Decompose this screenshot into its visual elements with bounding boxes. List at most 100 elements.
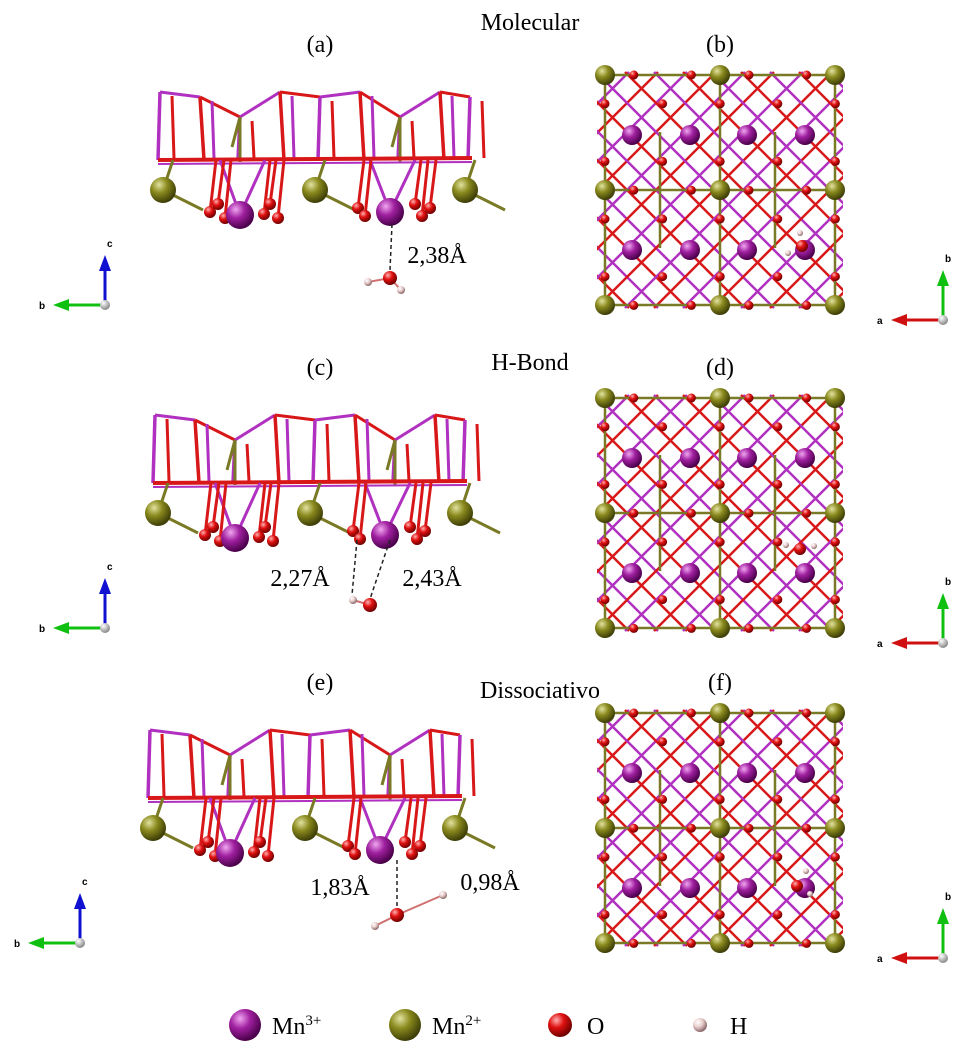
atom [376, 198, 404, 226]
atom [745, 186, 754, 195]
bond [407, 444, 409, 481]
atom [601, 272, 610, 281]
bond [252, 121, 254, 158]
atom [791, 880, 803, 892]
bond [395, 415, 435, 440]
bond [313, 420, 315, 483]
atom [292, 815, 318, 841]
bond [372, 96, 374, 158]
atom [710, 65, 730, 85]
atom [825, 503, 845, 523]
atom [783, 542, 789, 548]
bond [270, 730, 310, 735]
atom [745, 624, 754, 633]
atom [710, 618, 730, 638]
atom [716, 538, 725, 547]
arrow-head [53, 622, 69, 634]
atom [831, 795, 840, 804]
atom [773, 795, 782, 804]
atom [658, 910, 667, 919]
atom [938, 315, 948, 325]
axis-label: b [945, 577, 951, 588]
bond [477, 424, 479, 481]
bond [190, 735, 230, 755]
atom [202, 836, 214, 848]
row-title: H-Bond [491, 350, 568, 376]
atom [825, 180, 845, 200]
atom [807, 891, 813, 897]
atom [802, 71, 811, 80]
axis-label: a [877, 316, 883, 327]
atom [629, 939, 638, 948]
bond [273, 483, 279, 541]
atom [267, 535, 279, 547]
bond [148, 800, 462, 802]
bond [153, 481, 467, 483]
atom [716, 272, 725, 281]
atom [825, 388, 845, 408]
bond [327, 424, 329, 481]
bond [360, 92, 364, 160]
bond [828, 72, 961, 308]
atom [601, 853, 610, 862]
atom [825, 818, 845, 838]
atom [595, 180, 615, 200]
axis-label: b [945, 254, 951, 265]
bond [268, 798, 274, 856]
bond [886, 72, 961, 308]
atom [254, 836, 266, 848]
atom [831, 910, 840, 919]
atom [745, 394, 754, 403]
atom [825, 618, 845, 638]
atom [622, 878, 642, 898]
bond [857, 72, 961, 308]
arrow-head [937, 908, 949, 924]
atom [258, 208, 270, 220]
bond [322, 739, 324, 796]
axis-triad: ba [877, 577, 951, 650]
atom [716, 795, 725, 804]
atom [601, 99, 610, 108]
bond [828, 395, 961, 631]
atom [366, 836, 394, 864]
axis-label: a [877, 954, 883, 965]
bond [367, 419, 369, 481]
atom [680, 563, 700, 583]
atom [595, 503, 615, 523]
bond [415, 160, 421, 204]
bond [857, 395, 961, 631]
atom [716, 99, 725, 108]
atom [802, 939, 811, 948]
figure: Molecular(a)(b)2,38ÅcbbaH-Bond(c)(d)2,27… [0, 0, 961, 1048]
atom [796, 240, 808, 252]
atom [601, 480, 610, 489]
atom [831, 272, 840, 281]
panel-label: (e) [307, 670, 334, 696]
atom [272, 212, 284, 224]
row-title: Molecular [481, 10, 580, 36]
arrow-head [891, 314, 907, 326]
atom [442, 815, 468, 841]
atom [622, 240, 642, 260]
atom [452, 177, 478, 203]
atom [364, 278, 372, 286]
atom [811, 543, 817, 549]
atom [658, 595, 667, 604]
atom [629, 301, 638, 310]
bond [915, 395, 961, 631]
atom [710, 818, 730, 838]
bond [153, 485, 467, 487]
atom [831, 737, 840, 746]
atom [629, 186, 638, 195]
atom [802, 186, 811, 195]
atom [680, 448, 700, 468]
bond [235, 415, 275, 440]
panel-label: (f) [708, 670, 732, 696]
bond [275, 415, 315, 420]
atom [419, 525, 431, 537]
atom [354, 533, 366, 545]
atom [773, 595, 782, 604]
bond [442, 734, 444, 796]
distance-label: 2,27Å [270, 566, 330, 592]
atom [710, 295, 730, 315]
